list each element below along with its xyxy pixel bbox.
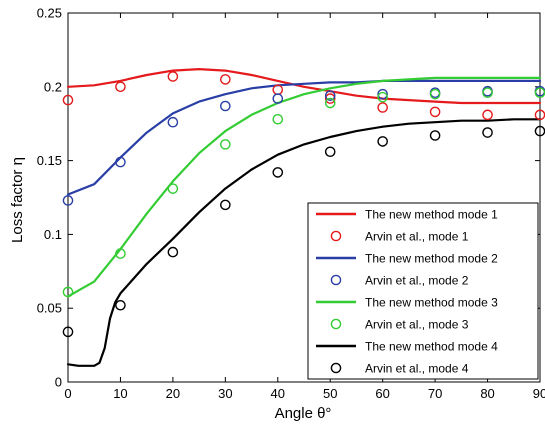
legend-label: The new method mode 1 [365, 207, 498, 221]
data-point-mode-1 [167, 71, 179, 82]
x-axis-label: Angle θ° [275, 405, 332, 422]
y-tick-label: 0.1 [44, 227, 62, 242]
data-point-mode-3 [324, 97, 336, 109]
data-point-mode-3 [167, 183, 179, 194]
legend-marker-swatch [330, 274, 342, 286]
data-point-mode-2 [377, 88, 388, 100]
x-tick-label: 20 [166, 386, 180, 401]
data-point-mode-1 [324, 93, 336, 104]
data-point-mode-1 [220, 74, 231, 85]
x-tick-label: 30 [218, 386, 232, 401]
data-point-mode-4 [429, 130, 441, 141]
data-point-mode-2 [324, 90, 336, 101]
y-tick-label: 0 [55, 375, 62, 390]
y-tick-label: 0.25 [37, 6, 62, 21]
data-point-mode-2 [62, 195, 74, 206]
x-tick-label: 0 [64, 386, 71, 401]
legend-marker-swatch [330, 362, 342, 374]
series-line-mode-3 [66, 76, 542, 298]
x-tick-label: 70 [428, 386, 442, 401]
legend-label: The new method mode 4 [365, 339, 498, 353]
data-point-mode-1 [377, 102, 388, 113]
data-point-mode-2 [272, 93, 284, 104]
data-point-mode-1 [482, 109, 493, 121]
y-axis-label: Loss factor η [9, 157, 26, 243]
data-point-mode-4 [220, 199, 231, 211]
legend-label: The new method mode 2 [365, 251, 498, 265]
data-point-mode-1 [115, 81, 126, 93]
data-point-mode-4 [62, 326, 74, 338]
data-point-mode-1 [62, 94, 74, 106]
y-tick-label: 0.2 [44, 79, 62, 94]
data-point-mode-4 [482, 127, 493, 138]
y-tick-label: 0.05 [37, 301, 62, 316]
legend-label: Arvin et al., mode 1 [365, 229, 469, 243]
legend-label: Arvin et al., mode 2 [365, 273, 469, 287]
x-tick-label: 40 [271, 386, 285, 401]
series-line-mode-4 [66, 118, 542, 367]
data-point-mode-2 [220, 100, 231, 112]
legend-marker-swatch [330, 318, 342, 330]
y-tick-label: 0.15 [37, 153, 62, 168]
data-point-mode-4 [324, 146, 336, 158]
x-tick-label: 60 [375, 386, 389, 401]
data-point-mode-3 [62, 286, 74, 298]
data-point-mode-3 [115, 248, 126, 259]
series-line-mode-2 [66, 79, 542, 196]
data-point-mode-2 [167, 116, 179, 128]
series-line-mode-1 [66, 68, 542, 105]
x-tick-label: 90 [533, 386, 545, 401]
legend-label: The new method mode 3 [365, 295, 498, 309]
x-tick-label: 80 [480, 386, 494, 401]
legend-label: Arvin et al., mode 3 [365, 317, 469, 331]
data-point-mode-3 [482, 87, 493, 99]
x-tick-label: 50 [323, 386, 337, 401]
x-tick-label: 10 [113, 386, 127, 401]
data-point-mode-1 [429, 106, 441, 118]
legend-label: Arvin et al., mode 4 [365, 361, 469, 375]
data-point-mode-4 [272, 167, 284, 178]
data-point-mode-3 [377, 91, 388, 103]
legend-box [307, 202, 539, 380]
data-point-mode-4 [377, 136, 388, 147]
data-point-mode-3 [220, 139, 231, 150]
data-point-mode-4 [167, 246, 179, 258]
data-point-mode-2 [115, 156, 126, 168]
data-point-mode-3 [272, 113, 284, 125]
data-point-mode-3 [429, 88, 441, 100]
data-point-mode-4 [115, 299, 126, 311]
legend-marker-swatch [330, 230, 342, 242]
